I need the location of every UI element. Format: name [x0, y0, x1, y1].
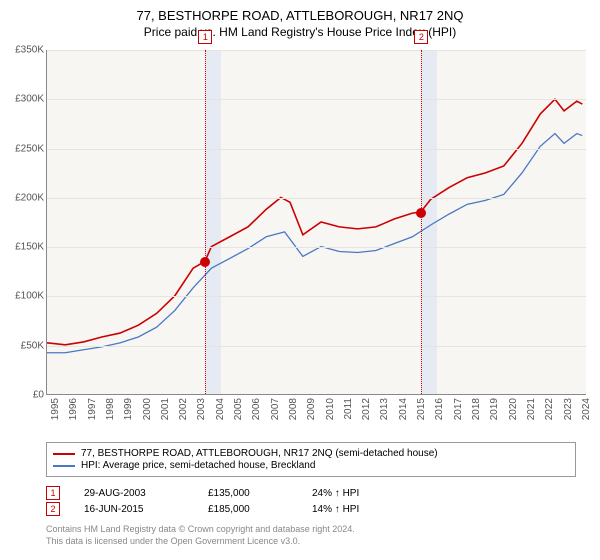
series-line [47, 99, 582, 345]
y-axis-tick: £100K [4, 291, 44, 302]
x-axis-tick: 2005 [233, 398, 244, 420]
x-axis-tick: 2022 [544, 398, 555, 420]
x-axis-tick: 2000 [142, 398, 153, 420]
event-row: 1 29-AUG-2003 £135,000 24% ↑ HPI [46, 486, 402, 500]
event-row: 2 16-JUN-2015 £185,000 14% ↑ HPI [46, 502, 402, 516]
legend-label: HPI: Average price, semi-detached house,… [81, 460, 315, 471]
legend-swatch [53, 465, 75, 467]
x-axis-tick: 1995 [50, 398, 61, 420]
chart-title: 77, BESTHORPE ROAD, ATTLEBOROUGH, NR17 2… [0, 8, 600, 23]
y-axis-tick: £0 [4, 390, 44, 401]
x-axis-tick: 1997 [87, 398, 98, 420]
legend-label: 77, BESTHORPE ROAD, ATTLEBOROUGH, NR17 2… [81, 448, 438, 459]
x-axis-tick: 2024 [581, 398, 592, 420]
event-marker-box: 1 [46, 486, 60, 500]
y-axis-tick: £50K [4, 340, 44, 351]
marker-box: 2 [414, 30, 428, 44]
footer: Contains HM Land Registry data © Crown c… [46, 524, 355, 547]
x-axis-tick: 2014 [398, 398, 409, 420]
y-axis-tick: £150K [4, 242, 44, 253]
event-hpi: 24% ↑ HPI [312, 488, 402, 499]
legend-swatch [53, 453, 75, 455]
event-hpi: 14% ↑ HPI [312, 504, 402, 515]
x-axis-tick: 2015 [416, 398, 427, 420]
x-axis-tick: 1996 [68, 398, 79, 420]
x-axis-tick: 2017 [453, 398, 464, 420]
x-axis-tick: 2020 [508, 398, 519, 420]
x-axis-tick: 2011 [343, 398, 354, 420]
y-axis-tick: £350K [4, 45, 44, 56]
footer-line: Contains HM Land Registry data © Crown c… [46, 524, 355, 536]
x-axis-tick: 2018 [471, 398, 482, 420]
footer-line: This data is licensed under the Open Gov… [46, 536, 355, 548]
x-axis-tick: 2019 [489, 398, 500, 420]
x-axis-tick: 2012 [361, 398, 372, 420]
x-axis-tick: 2016 [434, 398, 445, 420]
event-price: £135,000 [208, 488, 288, 499]
plot-area: 12 [46, 50, 586, 395]
title-block: 77, BESTHORPE ROAD, ATTLEBOROUGH, NR17 2… [0, 0, 600, 43]
x-axis-tick: 2013 [379, 398, 390, 420]
x-axis-tick: 1998 [105, 398, 116, 420]
legend: 77, BESTHORPE ROAD, ATTLEBOROUGH, NR17 2… [46, 442, 576, 477]
x-axis-tick: 2003 [196, 398, 207, 420]
y-axis-tick: £300K [4, 94, 44, 105]
x-axis-tick: 2008 [288, 398, 299, 420]
event-marker-box: 2 [46, 502, 60, 516]
events-table: 1 29-AUG-2003 £135,000 24% ↑ HPI 2 16-JU… [46, 484, 402, 518]
y-axis-tick: £250K [4, 143, 44, 154]
event-date: 16-JUN-2015 [84, 504, 184, 515]
marker-dot [416, 208, 426, 218]
event-price: £185,000 [208, 504, 288, 515]
x-axis-tick: 2009 [306, 398, 317, 420]
legend-item: HPI: Average price, semi-detached house,… [53, 460, 569, 471]
x-axis-tick: 2001 [160, 398, 171, 420]
marker-box: 1 [198, 30, 212, 44]
chart-subtitle: Price paid vs. HM Land Registry's House … [0, 25, 600, 39]
x-axis-tick: 2007 [270, 398, 281, 420]
marker-dot [200, 257, 210, 267]
x-axis-tick: 2021 [526, 398, 537, 420]
x-axis-tick: 2010 [325, 398, 336, 420]
x-axis-tick: 2004 [215, 398, 226, 420]
x-axis-tick: 2002 [178, 398, 189, 420]
legend-item: 77, BESTHORPE ROAD, ATTLEBOROUGH, NR17 2… [53, 448, 569, 459]
event-date: 29-AUG-2003 [84, 488, 184, 499]
x-axis-tick: 2006 [251, 398, 262, 420]
chart-svg [47, 50, 586, 394]
chart-container: 77, BESTHORPE ROAD, ATTLEBOROUGH, NR17 2… [0, 0, 600, 560]
x-axis-tick: 2023 [563, 398, 574, 420]
x-axis-tick: 1999 [123, 398, 134, 420]
y-axis-tick: £200K [4, 192, 44, 203]
